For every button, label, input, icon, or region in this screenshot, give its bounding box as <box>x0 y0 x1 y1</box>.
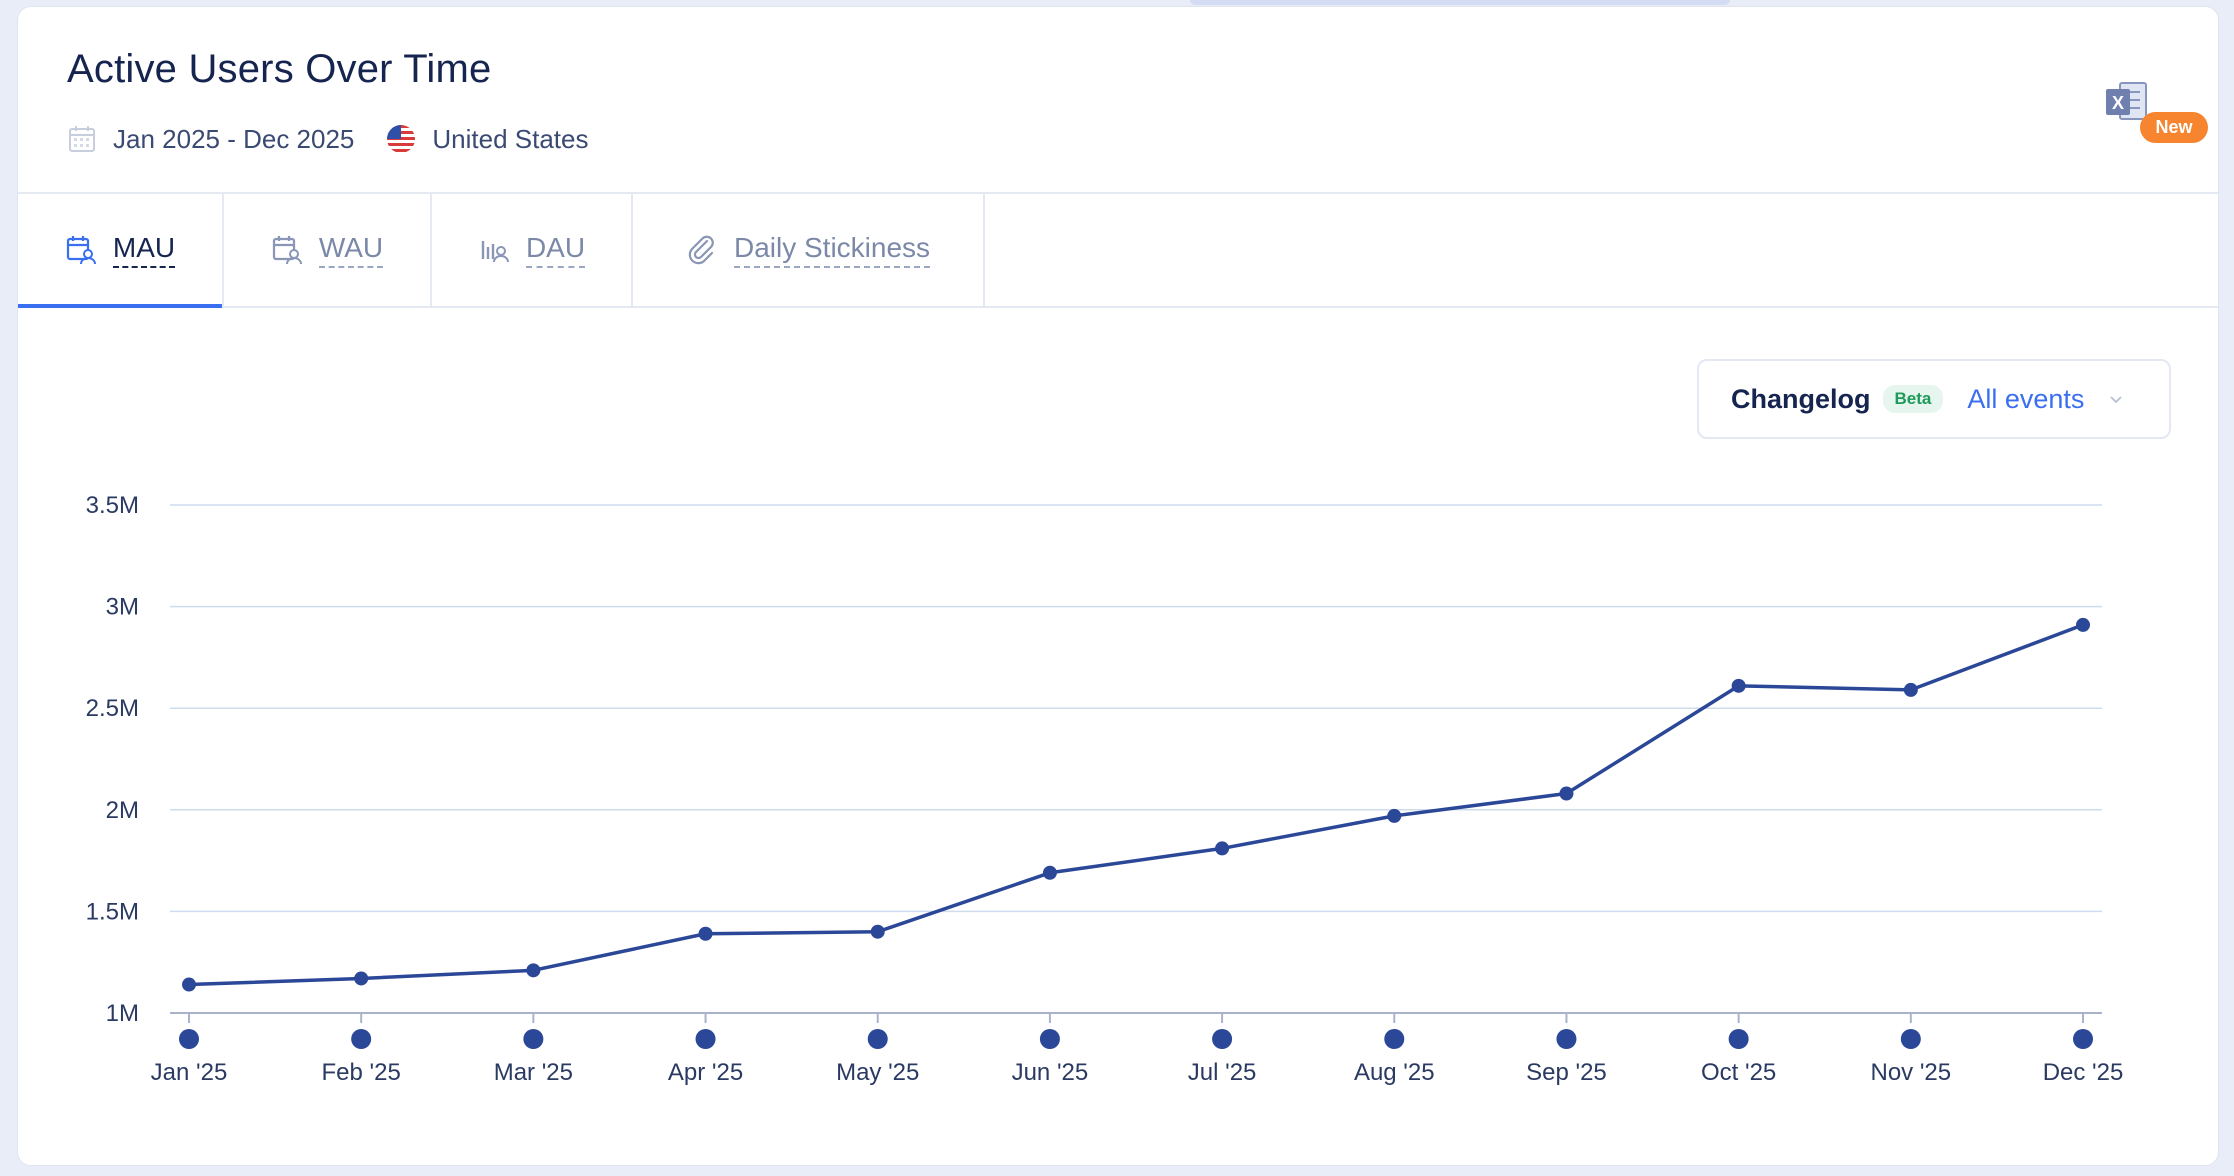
x-axis-ticks: Jan '25 Feb '25 Mar '25 Apr '25 May '25 Jun '… <box>151 1029 2124 1086</box>
x-axis-marker[interactable] <box>695 1029 716 1049</box>
bar-user-icon <box>478 234 510 266</box>
chart-card: Active Users Over Time Jan 2025 - Dec 20… <box>17 6 2219 1166</box>
x-axis <box>188 1013 2084 1023</box>
x-tick-label: Oct '25 <box>1701 1059 1776 1086</box>
new-badge: New <box>2140 112 2208 143</box>
card-header: Active Users Over Time Jan 2025 - Dec 20… <box>18 7 2218 194</box>
changelog-selected-value: All events <box>1967 383 2085 414</box>
x-axis-marker[interactable] <box>1728 1029 1749 1049</box>
x-tick-label: Feb '25 <box>322 1059 401 1086</box>
data-point[interactable] <box>1731 678 1746 693</box>
y-tick-label: 2M <box>106 797 139 824</box>
x-tick-label: Apr '25 <box>668 1059 743 1086</box>
beta-badge: Beta <box>1882 385 1944 413</box>
excel-export-button[interactable]: X New <box>2104 79 2208 145</box>
tab-dau-label: DAU <box>525 232 586 268</box>
data-point[interactable] <box>1215 841 1230 856</box>
region-text: United States <box>432 123 589 154</box>
x-axis-marker[interactable] <box>351 1029 372 1049</box>
us-flag-icon <box>386 124 416 154</box>
date-range: Jan 2025 - Dec 2025 <box>67 124 354 155</box>
x-tick-label: May '25 <box>836 1059 919 1086</box>
data-points <box>182 617 2090 992</box>
tab-daily-stickiness-label: Daily Stickiness <box>733 232 931 268</box>
calendar-user-icon <box>65 234 97 266</box>
x-tick-label: Mar '25 <box>494 1059 573 1086</box>
x-axis-marker[interactable] <box>1556 1029 1577 1049</box>
svg-text:X: X <box>2112 93 2124 113</box>
grid-lines <box>170 504 2102 1014</box>
paperclip-icon <box>686 234 718 266</box>
x-axis-marker[interactable] <box>1900 1029 1921 1049</box>
y-axis-ticks: 3.5M 3M 2.5M 2M 1.5M 1M <box>86 492 139 1027</box>
x-tick-label: Sep '25 <box>1526 1059 1607 1086</box>
y-tick-label: 3.5M <box>86 492 139 519</box>
x-tick-label: Jan '25 <box>151 1059 228 1086</box>
tab-wau-label: WAU <box>318 232 384 268</box>
changelog-filter[interactable]: Changelog Beta All events <box>1697 359 2171 439</box>
data-point[interactable] <box>698 926 713 941</box>
series-line <box>188 623 2084 987</box>
data-point[interactable] <box>1042 865 1057 880</box>
tab-mau[interactable]: MAU <box>18 194 224 308</box>
tab-mau-label: MAU <box>112 232 176 268</box>
calendar-icon <box>67 124 97 154</box>
x-tick-label: Nov '25 <box>1871 1059 1952 1086</box>
x-tick-label: Dec '25 <box>2043 1059 2124 1086</box>
top-strip <box>1190 0 1730 5</box>
data-point[interactable] <box>526 963 541 978</box>
x-axis-marker[interactable] <box>1039 1029 1060 1049</box>
y-tick-label: 1.5M <box>86 898 139 925</box>
x-axis-marker[interactable] <box>867 1029 888 1049</box>
calendar-user-icon <box>271 234 303 266</box>
x-axis-marker[interactable] <box>523 1029 544 1049</box>
chevron-down-icon <box>2106 389 2126 409</box>
date-range-text: Jan 2025 - Dec 2025 <box>113 123 355 154</box>
x-axis-marker[interactable] <box>179 1029 199 1049</box>
data-point[interactable] <box>182 977 196 992</box>
tab-dau[interactable]: DAU <box>432 194 633 306</box>
series-line-path <box>188 623 2084 987</box>
changelog-label: Changelog <box>1731 383 1871 414</box>
data-point[interactable] <box>870 924 885 939</box>
y-tick-label: 2.5M <box>86 695 139 722</box>
data-point[interactable] <box>1903 682 1918 697</box>
data-point[interactable] <box>1387 808 1402 823</box>
x-axis-marker[interactable] <box>1384 1029 1405 1049</box>
y-tick-label: 1M <box>106 1000 139 1027</box>
page-title: Active Users Over Time <box>67 47 492 91</box>
tab-wau[interactable]: WAU <box>224 194 432 306</box>
tab-daily-stickiness[interactable]: Daily Stickiness <box>633 194 985 306</box>
x-axis-marker[interactable] <box>1212 1029 1233 1049</box>
filter-summary: Jan 2025 - Dec 2025 <box>67 119 588 159</box>
excel-export-icon: X <box>2104 79 2152 132</box>
x-tick-label: Aug '25 <box>1354 1059 1435 1086</box>
x-axis-marker[interactable] <box>2073 1029 2093 1049</box>
data-point[interactable] <box>2076 617 2090 632</box>
x-tick-label: Jul '25 <box>1188 1059 1257 1086</box>
data-point[interactable] <box>1559 786 1574 801</box>
data-point[interactable] <box>354 971 369 986</box>
metric-tabs: MAU WAU <box>18 194 2218 308</box>
y-tick-label: 3M <box>106 594 139 621</box>
region: United States <box>386 124 588 155</box>
x-tick-label: Jun '25 <box>1012 1059 1089 1086</box>
